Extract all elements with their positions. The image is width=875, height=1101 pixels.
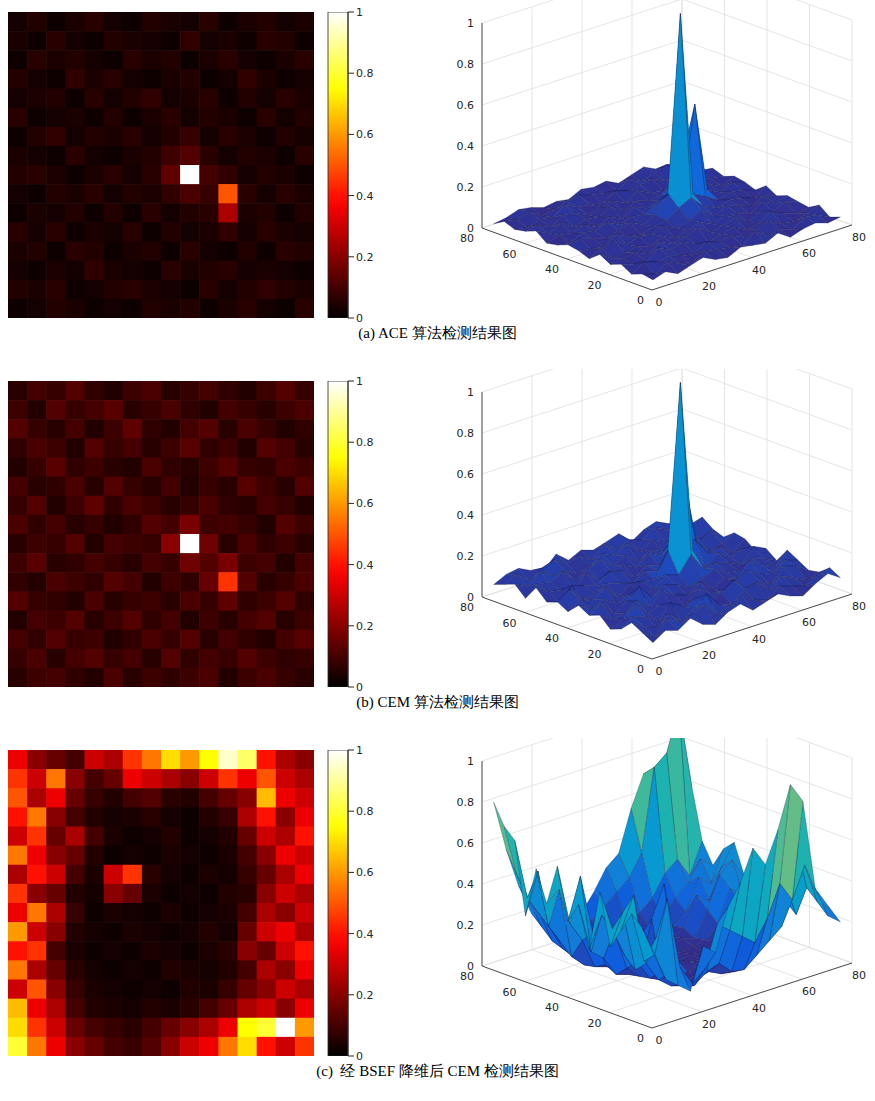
svg-text:0.4: 0.4 [457, 878, 475, 891]
svg-text:0: 0 [356, 681, 363, 693]
svg-text:0.6: 0.6 [457, 468, 475, 481]
svg-text:0.8: 0.8 [457, 796, 475, 809]
svg-text:0.8: 0.8 [356, 436, 374, 449]
svg-text:0.8: 0.8 [356, 67, 374, 80]
svg-text:80: 80 [852, 969, 866, 982]
svg-text:0.4: 0.4 [356, 190, 374, 203]
svg-text:60: 60 [503, 986, 517, 999]
svg-text:0.6: 0.6 [356, 128, 374, 141]
svg-text:0.2: 0.2 [457, 919, 475, 932]
svg-text:0.2: 0.2 [356, 620, 374, 633]
svg-text:20: 20 [588, 1017, 602, 1030]
svg-text:0.2: 0.2 [356, 989, 374, 1002]
svg-text:0: 0 [656, 296, 663, 309]
svg-text:0.2: 0.2 [457, 181, 475, 194]
svg-text:0: 0 [637, 663, 644, 676]
svg-text:40: 40 [752, 633, 766, 646]
svg-text:0: 0 [356, 312, 363, 324]
svg-text:20: 20 [702, 1018, 716, 1031]
svg-text:0.8: 0.8 [356, 805, 374, 818]
html-text:(c) 经 BSEF 降维后 CEM 检测结果图: (c) 经 BSEF 降维后 CEM 检测结果图 [316, 1063, 559, 1079]
svg-text:0.8: 0.8 [457, 58, 475, 71]
svg-text:0.6: 0.6 [356, 497, 374, 510]
svg-text:60: 60 [503, 617, 517, 630]
svg-text:20: 20 [588, 279, 602, 292]
svg-text:0: 0 [656, 1034, 663, 1047]
svg-text:1: 1 [467, 17, 474, 30]
svg-text:80: 80 [852, 231, 866, 244]
html-text:(b) CEM 算法检测结果图: (b) CEM 算法检测结果图 [356, 694, 519, 710]
svg-text:60: 60 [503, 248, 517, 261]
svg-text:80: 80 [460, 232, 474, 245]
svg-text:20: 20 [588, 648, 602, 661]
svg-text:0.4: 0.4 [356, 928, 374, 941]
svg-text:0.6: 0.6 [457, 837, 475, 850]
svg-text:0: 0 [467, 591, 474, 604]
svg-text:0.2: 0.2 [356, 251, 374, 264]
svg-text:0: 0 [356, 1050, 363, 1062]
svg-text:0.4: 0.4 [457, 140, 475, 153]
svg-text:80: 80 [852, 600, 866, 613]
svg-text:0: 0 [467, 960, 474, 973]
svg-text:80: 80 [460, 970, 474, 983]
svg-text:0.6: 0.6 [457, 99, 475, 112]
svg-text:1: 1 [467, 755, 474, 768]
svg-text:60: 60 [802, 616, 816, 629]
html-text:(a) ACE 算法检测结果图: (a) ACE 算法检测结果图 [358, 325, 517, 341]
svg-text:1: 1 [356, 744, 363, 757]
svg-text:0.6: 0.6 [356, 866, 374, 879]
svg-text:0: 0 [637, 1032, 644, 1045]
svg-text:20: 20 [702, 280, 716, 293]
svg-text:40: 40 [545, 1001, 559, 1014]
svg-text:40: 40 [752, 264, 766, 277]
svg-text:40: 40 [545, 632, 559, 645]
svg-text:0.4: 0.4 [356, 559, 374, 572]
svg-text:40: 40 [752, 1002, 766, 1015]
svg-text:40: 40 [545, 263, 559, 276]
svg-text:20: 20 [702, 649, 716, 662]
svg-text:0.8: 0.8 [457, 427, 475, 440]
svg-text:60: 60 [802, 247, 816, 260]
svg-text:0: 0 [637, 294, 644, 307]
svg-text:1: 1 [356, 375, 363, 388]
svg-text:60: 60 [802, 985, 816, 998]
svg-text:80: 80 [460, 601, 474, 614]
svg-text:1: 1 [467, 386, 474, 399]
svg-text:0.2: 0.2 [457, 550, 475, 563]
svg-text:0: 0 [656, 665, 663, 678]
svg-text:1: 1 [356, 6, 363, 19]
svg-text:0.4: 0.4 [457, 509, 475, 522]
svg-text:0: 0 [467, 222, 474, 235]
